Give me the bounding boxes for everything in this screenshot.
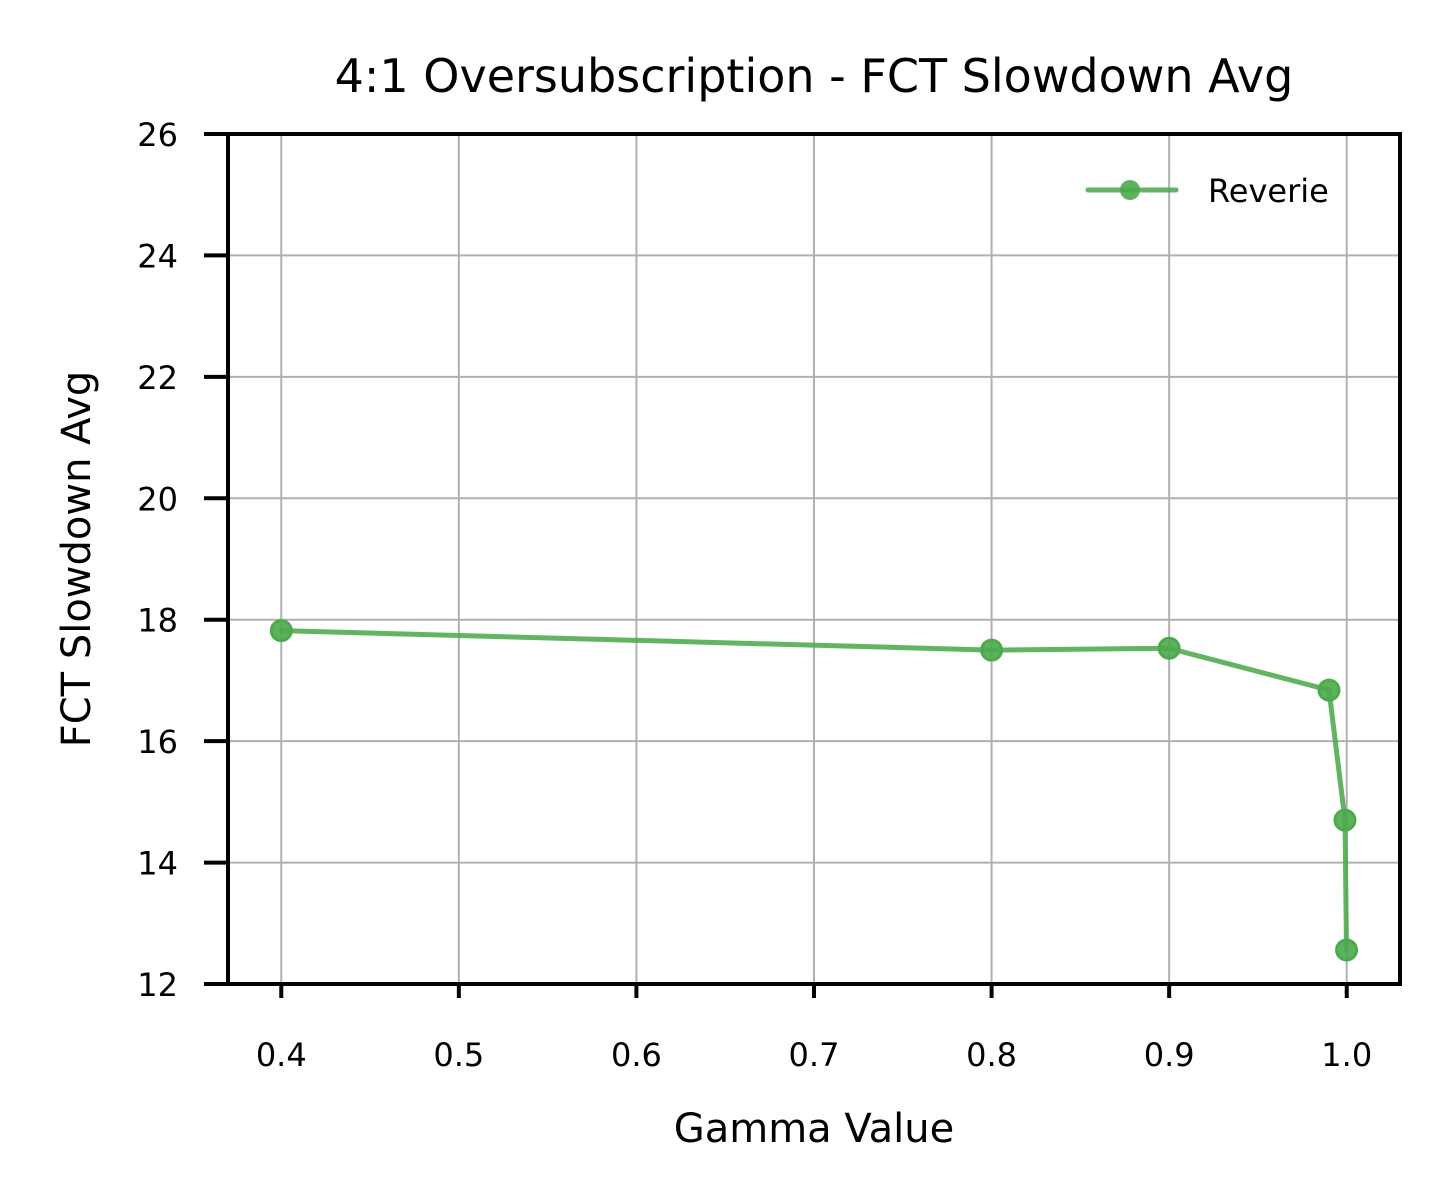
y-axis-ticks: 12 14 16 18 20 22 24 26 xyxy=(137,116,228,1004)
y-tick-label: 22 xyxy=(137,359,178,397)
y-tick-label: 18 xyxy=(137,602,178,640)
data-point xyxy=(1317,678,1341,702)
data-point xyxy=(1335,938,1359,962)
x-tick-label: 0.8 xyxy=(966,1036,1017,1074)
series-line-reverie xyxy=(278,628,1349,953)
y-tick-label: 12 xyxy=(137,966,178,1004)
x-tick-label: 0.4 xyxy=(256,1036,307,1074)
data-point xyxy=(1333,808,1357,832)
chart-title: 4:1 Oversubscription - FCT Slowdown Avg xyxy=(335,49,1294,103)
y-axis-label: FCT Slowdown Avg xyxy=(54,371,100,748)
x-tick-label: 0.7 xyxy=(789,1036,840,1074)
legend: Reverie xyxy=(1085,172,1329,210)
data-point xyxy=(1157,636,1181,660)
legend-label-reverie: Reverie xyxy=(1208,172,1329,210)
y-tick-label: 16 xyxy=(137,723,178,761)
x-tick-label: 0.5 xyxy=(433,1036,484,1074)
y-tick-label: 24 xyxy=(137,237,178,275)
y-tick-label: 20 xyxy=(137,480,178,518)
series-layer xyxy=(269,619,1359,962)
x-axis-label: Gamma Value xyxy=(674,1106,955,1152)
data-point xyxy=(980,638,1004,662)
y-tick-label: 26 xyxy=(137,116,178,154)
x-tick-label: 1.0 xyxy=(1321,1036,1372,1074)
x-tick-label: 0.9 xyxy=(1144,1036,1195,1074)
x-axis-ticks: 0.4 0.5 0.6 0.7 0.8 0.9 1.0 xyxy=(256,984,1372,1074)
data-point xyxy=(269,619,293,643)
y-tick-label: 14 xyxy=(137,845,178,883)
legend-marker-reverie xyxy=(1120,180,1140,200)
grid-lines xyxy=(228,133,1400,985)
x-tick-label: 0.6 xyxy=(611,1036,662,1074)
